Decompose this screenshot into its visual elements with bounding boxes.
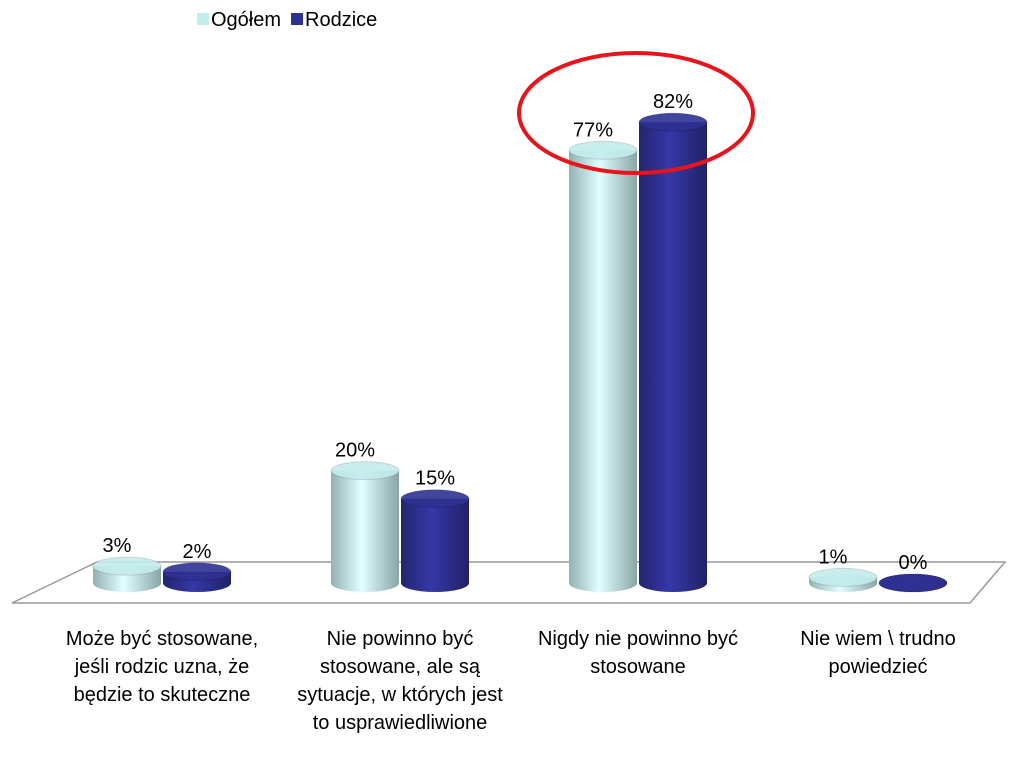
value-label: 20% xyxy=(335,440,375,462)
legend-swatch xyxy=(291,13,304,25)
bars xyxy=(92,112,948,593)
cylinder-top xyxy=(92,556,162,576)
legend-swatch xyxy=(197,13,209,25)
cylinder-bottom xyxy=(93,574,161,592)
cylinder-bottom xyxy=(569,574,637,592)
cylinder-top xyxy=(878,573,948,593)
cylinder xyxy=(162,562,232,592)
cylinder-top xyxy=(162,562,232,582)
cylinder xyxy=(92,556,162,592)
cylinder-body xyxy=(401,498,469,583)
value-label: 1% xyxy=(819,546,848,568)
value-label: 0% xyxy=(899,552,928,574)
category-label: Nigdy nie powinno być stosowane xyxy=(537,628,739,678)
cylinder-body xyxy=(331,470,399,583)
cylinder-top xyxy=(568,140,638,160)
cylinder xyxy=(400,489,470,592)
value-label: 2% xyxy=(183,541,212,563)
floor xyxy=(11,561,1007,604)
value-label: 15% xyxy=(415,468,455,490)
cylinder-top xyxy=(330,461,400,481)
value-label: 77% xyxy=(573,119,613,141)
cylinder xyxy=(568,140,638,592)
cylinder-top xyxy=(400,489,470,509)
value-label: 82% xyxy=(653,91,693,113)
legend-label: Ogółem xyxy=(211,9,281,31)
cylinder xyxy=(638,112,708,592)
cylinder-bottom xyxy=(401,574,469,592)
cylinder-bottom xyxy=(639,574,707,592)
cylinder xyxy=(878,573,948,593)
value-label: 3% xyxy=(103,535,132,557)
category-label: Nie powinno być stosowane, ale są sytuac… xyxy=(297,628,503,734)
cylinder-top xyxy=(638,112,708,132)
cylinder xyxy=(808,567,878,592)
cylinder xyxy=(330,461,400,592)
highlight-ellipse xyxy=(517,51,755,175)
category-label: Nie wiem \ trudno powiedzieć xyxy=(800,628,956,678)
category-label: Może być stosowane, jeśli rodzic uzna, ż… xyxy=(65,628,259,706)
cylinder-top xyxy=(808,567,878,587)
cylinder-bottom xyxy=(331,574,399,592)
cylinder-body xyxy=(569,150,637,583)
cylinder-body xyxy=(639,122,707,583)
legend-label: Rodzice xyxy=(305,9,377,31)
